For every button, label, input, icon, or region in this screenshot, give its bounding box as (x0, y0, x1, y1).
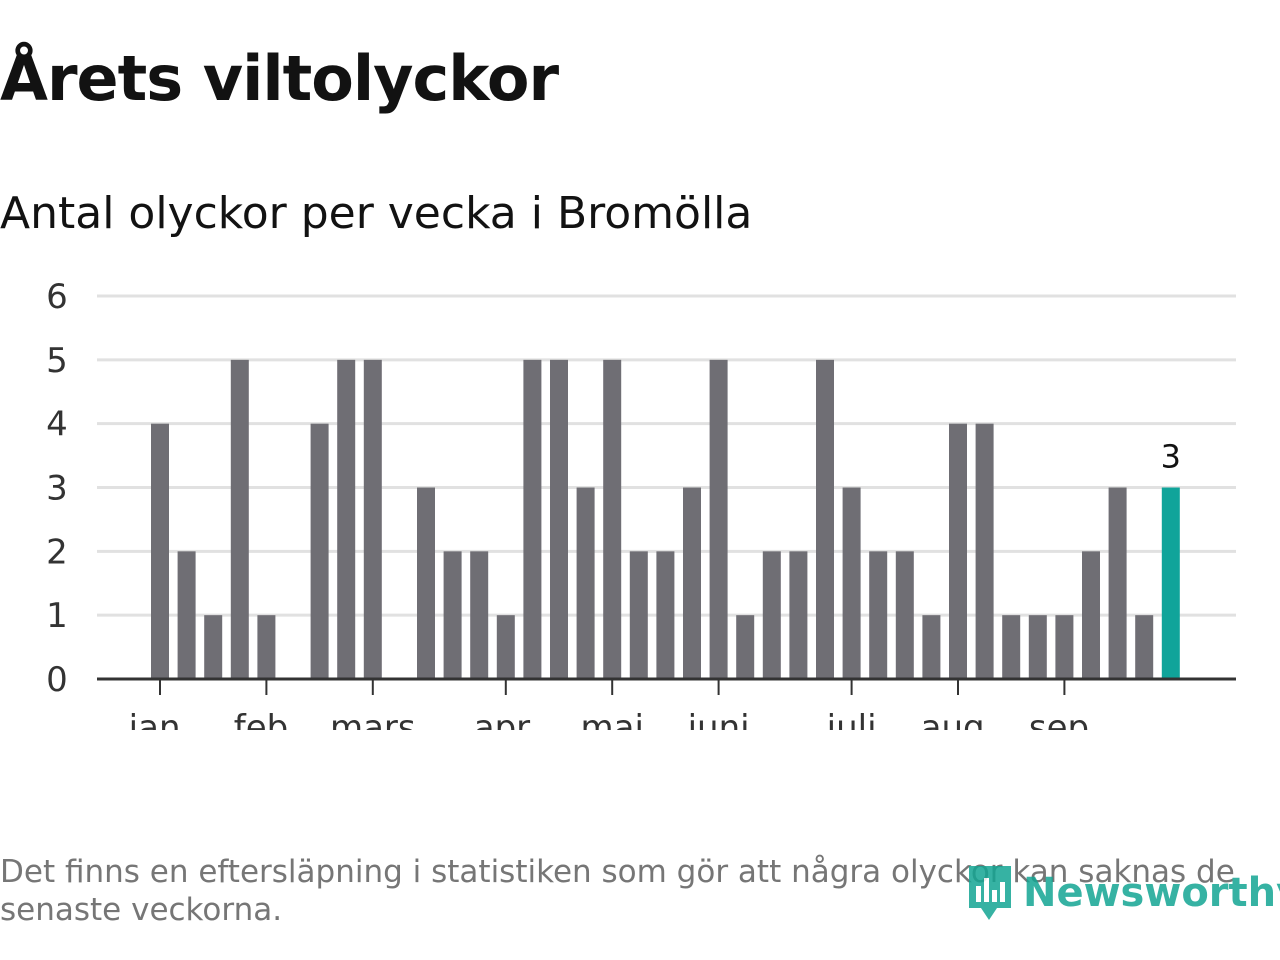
bar-week-36 (1082, 551, 1100, 679)
x-tick-label-feb.: feb. (234, 708, 299, 730)
x-tick-label-juni: juni (687, 708, 750, 730)
bar-chart: 0 1 2 3 4 5 6 jan. feb. mars apr. maj juni juli aug. s… (46, 277, 1236, 730)
chart-subtitle: Antal olyckor per vecka i Bromölla (0, 188, 753, 239)
y-tick-label-4: 4 (46, 405, 68, 445)
newsworthy-chart-icon (969, 866, 1011, 920)
bar-week-33 (1002, 615, 1021, 679)
x-tick-label-aug.: aug. (921, 708, 996, 730)
bar-week-4 (230, 359, 249, 679)
bar-week-14 (496, 615, 515, 679)
data-labels: 3 (1161, 438, 1181, 476)
bar-week-8 (337, 359, 356, 679)
bar-week-32 (975, 423, 994, 679)
bar-week-11 (417, 487, 435, 679)
bar-week-23 (736, 615, 755, 679)
bar-week-20 (656, 551, 675, 679)
bar-week-25 (789, 551, 808, 679)
bar-week-26 (816, 359, 834, 679)
gridlines (97, 294, 1236, 617)
y-tick-label-0: 0 (46, 660, 68, 700)
bar-week-39 (1161, 487, 1180, 679)
bar-week-22 (709, 359, 728, 679)
bar-week-12 (443, 551, 462, 679)
bar-week-31 (949, 423, 967, 679)
newsworthy-logo-text: Newsworthy (1023, 870, 1280, 916)
bar-week-16 (550, 359, 568, 679)
bars (151, 359, 1180, 679)
x-tick-label-juli: juli (826, 708, 877, 730)
bar-week-30 (922, 615, 941, 679)
newsworthy-logo: Newsworthy (965, 862, 1280, 924)
bar-week-9 (363, 359, 382, 679)
bar-week-28 (869, 551, 888, 679)
bar-week-34 (1028, 615, 1047, 679)
x-axis-ticks: jan. feb. mars apr. maj juni juli aug. sep. (128, 679, 1100, 730)
bar-week-27 (842, 487, 861, 679)
bar-week-5 (257, 615, 276, 679)
bar-week-18 (603, 359, 622, 679)
bar-week-21 (683, 487, 701, 679)
highlight-value-label: 3 (1161, 438, 1181, 476)
bar-week-37 (1108, 487, 1127, 679)
bar-week-38 (1135, 615, 1154, 679)
y-tick-label-5: 5 (46, 341, 68, 381)
bar-week-24 (762, 551, 781, 679)
bar-week-19 (629, 551, 648, 679)
bar-week-7 (310, 423, 329, 679)
bar-week-2 (177, 551, 196, 679)
x-tick-label-jan.: jan. (128, 708, 192, 730)
y-tick-label-1: 1 (46, 596, 68, 636)
bar-week-35 (1055, 615, 1074, 679)
bar-week-15 (523, 359, 542, 679)
chart-title: Årets viltolyckor (0, 42, 559, 115)
bar-week-17 (576, 487, 595, 679)
bar-week-29 (895, 551, 914, 679)
x-tick-label-apr.: apr. (474, 708, 538, 730)
bar-week-13 (470, 551, 489, 679)
x-tick-label-mars: mars (330, 708, 416, 730)
y-tick-label-3: 3 (46, 469, 68, 509)
bar-week-3 (204, 615, 223, 679)
y-axis-ticks: 0 1 2 3 4 5 6 (46, 277, 68, 700)
bar-week-1 (151, 423, 169, 679)
y-tick-label-6: 6 (46, 277, 68, 317)
y-tick-label-2: 2 (46, 532, 68, 572)
x-tick-label-sep.: sep. (1029, 708, 1100, 730)
footnote: Det finns en eftersläpning i statistiken… (0, 854, 1235, 928)
x-tick-label-maj: maj (580, 708, 643, 730)
